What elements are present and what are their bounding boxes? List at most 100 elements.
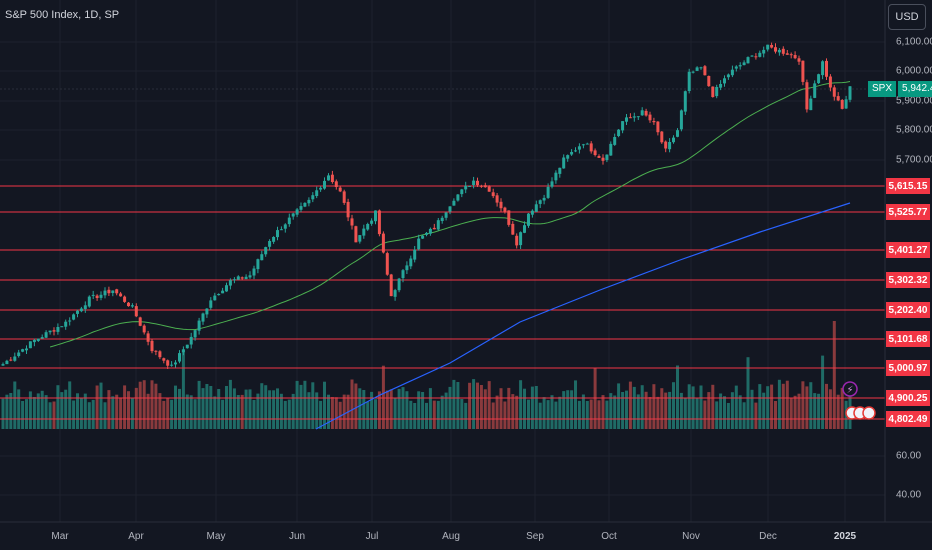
volume-bar bbox=[213, 396, 217, 429]
candle bbox=[236, 275, 240, 281]
volume-bar bbox=[562, 391, 566, 429]
volume-bar bbox=[421, 392, 425, 429]
candle-body bbox=[381, 233, 385, 253]
candle bbox=[848, 86, 852, 103]
candle-body bbox=[32, 339, 36, 343]
volume-bar bbox=[781, 383, 785, 429]
candle bbox=[123, 295, 127, 303]
volume-bar bbox=[123, 385, 127, 429]
volume-bar bbox=[542, 397, 546, 429]
volume-bar bbox=[276, 388, 279, 429]
candle bbox=[577, 143, 581, 154]
candle bbox=[146, 330, 150, 346]
volume-bar bbox=[25, 399, 28, 429]
candle-body bbox=[330, 174, 334, 182]
candle bbox=[609, 141, 613, 156]
volume-bar bbox=[436, 400, 440, 429]
candle-body bbox=[530, 210, 534, 215]
volume-bar bbox=[178, 388, 181, 429]
candle-body bbox=[342, 191, 346, 203]
candle-body bbox=[593, 150, 597, 155]
volume-bar bbox=[468, 382, 472, 429]
candle-body bbox=[746, 57, 750, 64]
candle-body bbox=[785, 53, 789, 55]
candle bbox=[358, 235, 362, 244]
volume-bar bbox=[636, 394, 640, 429]
candle bbox=[166, 359, 170, 369]
candle-body bbox=[315, 190, 319, 196]
candle bbox=[632, 112, 636, 122]
candle bbox=[276, 226, 279, 241]
level-tag[interactable]: 5,401.27 bbox=[886, 242, 930, 258]
candle-body bbox=[789, 54, 793, 56]
candle-body bbox=[307, 199, 311, 204]
candle-body bbox=[574, 150, 577, 152]
level-tag[interactable]: 5,202.40 bbox=[886, 302, 930, 318]
currency-button[interactable]: USD bbox=[888, 4, 926, 30]
candle bbox=[758, 50, 762, 58]
volume-bar bbox=[503, 401, 507, 429]
volume-bar bbox=[40, 390, 44, 429]
candle bbox=[432, 223, 436, 230]
candle-body bbox=[205, 308, 209, 315]
candle bbox=[181, 346, 185, 356]
volume-bar bbox=[185, 394, 189, 429]
volume-bar bbox=[366, 401, 370, 429]
candle bbox=[185, 344, 189, 349]
candle bbox=[832, 85, 836, 101]
level-tag[interactable]: 5,101.68 bbox=[886, 331, 930, 347]
candle bbox=[774, 43, 777, 54]
chart-title[interactable]: S&P 500 Index, 1D, SP bbox=[5, 9, 120, 21]
volume-bar bbox=[734, 385, 738, 429]
candle-body bbox=[707, 76, 711, 87]
volume-bar bbox=[730, 392, 734, 429]
candle-body bbox=[327, 175, 330, 181]
volume-bar bbox=[413, 403, 417, 429]
volume-bar bbox=[511, 394, 515, 429]
level-tag[interactable]: 4,802.49 bbox=[886, 411, 930, 427]
volume-bar bbox=[362, 390, 366, 429]
volume-bar bbox=[832, 321, 836, 429]
level-tag[interactable]: 5,525.77 bbox=[886, 204, 930, 220]
volume-bar bbox=[766, 386, 770, 429]
candle bbox=[83, 301, 87, 313]
volume-bar bbox=[260, 383, 264, 429]
candle-body bbox=[72, 314, 76, 320]
candle-body bbox=[711, 86, 715, 97]
candle bbox=[703, 65, 707, 76]
candle-body bbox=[154, 350, 158, 352]
candle-body bbox=[91, 294, 95, 296]
candle bbox=[252, 265, 256, 280]
candle bbox=[330, 170, 334, 184]
candle bbox=[519, 231, 523, 249]
candle-body bbox=[374, 210, 377, 222]
event-icons[interactable]: ⚡ bbox=[842, 381, 876, 420]
candle-body bbox=[809, 98, 813, 111]
candle bbox=[801, 60, 805, 86]
level-tag[interactable]: 5,615.15 bbox=[886, 178, 930, 194]
candle-body bbox=[499, 201, 503, 209]
volume-bar bbox=[828, 389, 832, 429]
candle-body bbox=[538, 200, 542, 204]
ma-long-path bbox=[315, 202, 851, 430]
candle bbox=[730, 65, 734, 78]
candle bbox=[440, 215, 444, 224]
volume-bar bbox=[840, 387, 844, 429]
candle-body bbox=[452, 200, 456, 206]
level-tag[interactable]: 4,900.25 bbox=[886, 390, 930, 406]
volume-bar bbox=[691, 386, 695, 429]
candle bbox=[307, 197, 311, 207]
level-tag[interactable]: 5,302.32 bbox=[886, 272, 930, 288]
candle-body bbox=[40, 337, 44, 339]
volume-bar bbox=[770, 384, 774, 429]
volume-bar bbox=[79, 397, 83, 429]
volume-bars bbox=[1, 321, 852, 429]
candle-body bbox=[389, 274, 393, 297]
candle-body bbox=[734, 66, 738, 69]
candle-body bbox=[158, 351, 162, 358]
time-axis-label: Aug bbox=[442, 531, 460, 542]
volume-bar bbox=[217, 389, 221, 429]
level-tag[interactable]: 5,000.97 bbox=[886, 360, 930, 376]
candle-body bbox=[758, 52, 762, 57]
candle bbox=[48, 330, 52, 335]
